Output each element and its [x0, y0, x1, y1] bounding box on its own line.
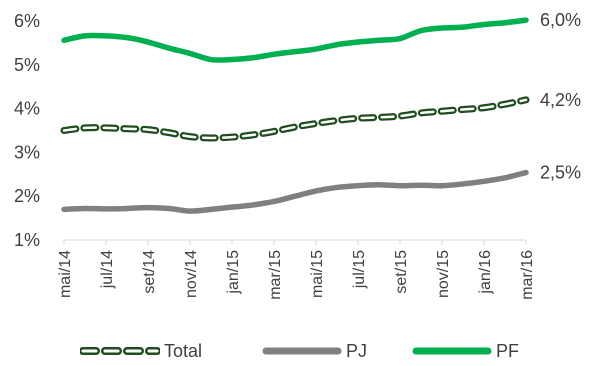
- legend-item-total: Total: [80, 336, 202, 366]
- x-tick-label: mar/16: [519, 250, 536, 300]
- legend-swatch-pj: [262, 347, 342, 355]
- end-label-pf: 6,0%: [540, 10, 581, 30]
- legend-item-pj: PJ: [262, 336, 367, 366]
- y-tick-label: 6%: [14, 11, 40, 31]
- x-tick-label: jul/15: [351, 250, 368, 289]
- legend-swatch-total: [80, 347, 160, 355]
- y-tick-label: 1%: [14, 230, 40, 250]
- legend-label-pj: PJ: [346, 340, 368, 361]
- x-tick-label: mar/15: [267, 250, 284, 300]
- y-tick-label: 5%: [14, 55, 40, 75]
- legend-swatch-pf: [412, 347, 492, 355]
- x-tick-label: set/15: [393, 250, 410, 294]
- x-tick-label: jan/15: [225, 250, 242, 295]
- x-tick-label: mai/15: [309, 250, 326, 298]
- series-end-labels: 4,2% 2,5% 6,0%: [540, 10, 581, 182]
- series-lines: [60, 17, 530, 214]
- series-line-total-core: [62, 98, 528, 140]
- x-tick-label: nov/14: [183, 250, 200, 298]
- legend-label-total: Total: [164, 340, 203, 361]
- end-label-total: 4,2%: [540, 90, 581, 110]
- x-tick-label: set/14: [141, 250, 158, 294]
- end-label-pj: 2,5%: [540, 163, 581, 183]
- series-line-pj: [61, 169, 529, 214]
- y-axis-tick-labels: 1% 2% 3% 4% 5% 6%: [14, 11, 40, 250]
- series-line-pf: [61, 17, 529, 63]
- x-axis-tick-labels: mai/14 jul/14 set/14 nov/14 jan/15 mar/15 mai/…: [57, 250, 536, 300]
- series-line-total-outline: [60, 96, 530, 142]
- y-tick-label: 4%: [14, 99, 40, 119]
- x-tick-label: mai/14: [57, 250, 74, 298]
- x-axis-tick-marks: [63, 240, 527, 245]
- x-tick-label: nov/15: [435, 250, 452, 298]
- x-tick-label: jul/14: [99, 250, 116, 289]
- x-tick-label: jan/16: [477, 250, 494, 295]
- legend: Total PJ PF: [0, 336, 590, 366]
- y-tick-label: 2%: [14, 186, 40, 206]
- legend-item-pf: PF: [412, 336, 519, 366]
- y-tick-label: 3%: [14, 142, 40, 162]
- series-line-total: [60, 96, 530, 142]
- legend-label-pf: PF: [496, 340, 520, 361]
